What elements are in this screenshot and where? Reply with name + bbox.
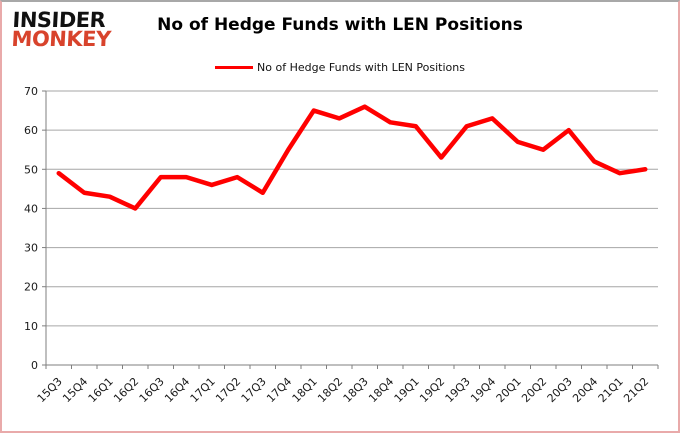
x-axis-label: 17Q2 [213, 375, 243, 405]
x-axis-label: 19Q4 [468, 375, 498, 405]
y-axis-label: 30 [24, 242, 38, 255]
x-axis-label: 20Q1 [494, 375, 524, 405]
x-axis-label: 17Q3 [239, 375, 269, 405]
x-axis-label: 18Q4 [366, 375, 396, 405]
legend-label: No of Hedge Funds with LEN Positions [257, 61, 465, 74]
legend: No of Hedge Funds with LEN Positions [2, 61, 678, 74]
x-axis-label: 16Q2 [111, 375, 141, 405]
x-axis-label: 16Q3 [137, 375, 167, 405]
y-axis-label: 0 [31, 359, 38, 372]
x-axis-label: 16Q4 [162, 375, 192, 405]
x-axis-label: 18Q1 [290, 375, 320, 405]
y-axis-label: 40 [24, 202, 38, 215]
x-axis-label: 20Q3 [545, 375, 575, 405]
x-axis-label: 21Q2 [621, 375, 651, 405]
x-axis-label: 19Q3 [443, 375, 473, 405]
x-axis-label: 18Q3 [341, 375, 371, 405]
y-axis-label: 10 [24, 320, 38, 333]
line-chart: 01020304050607015Q315Q416Q116Q216Q316Q41… [24, 85, 659, 405]
y-axis-label: 60 [24, 124, 38, 137]
x-axis-label: 19Q1 [392, 375, 422, 405]
chart-title: No of Hedge Funds with LEN Positions [157, 15, 523, 35]
x-axis-label: 17Q1 [188, 375, 218, 405]
x-axis-label: 18Q2 [315, 375, 345, 405]
x-axis-label: 15Q4 [60, 375, 90, 405]
y-axis-label: 50 [24, 163, 38, 176]
legend-line-marker [215, 66, 254, 69]
x-axis-label: 16Q1 [86, 375, 116, 405]
x-axis-label: 20Q4 [570, 375, 600, 405]
series-line [56, 104, 648, 211]
y-axis-label: 20 [24, 281, 38, 294]
y-axis-label: 70 [24, 85, 38, 98]
x-axis-label: 17Q4 [264, 375, 294, 405]
x-axis-label: 21Q1 [596, 375, 626, 405]
x-axis-label: 20Q2 [519, 375, 549, 405]
x-axis-label: 19Q2 [417, 375, 447, 405]
x-axis-label: 15Q3 [35, 375, 65, 405]
